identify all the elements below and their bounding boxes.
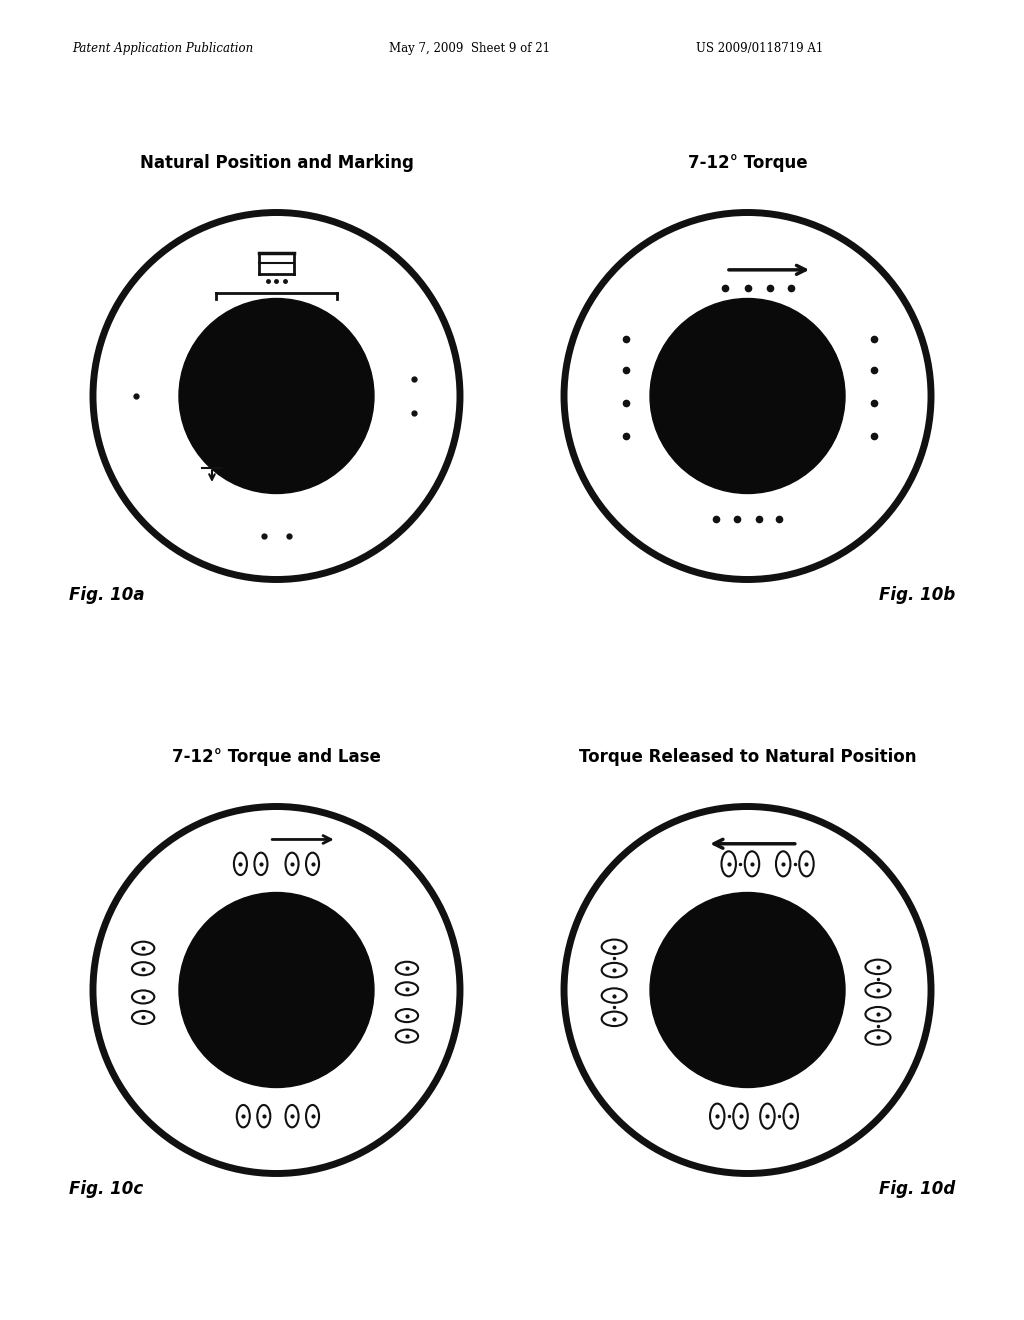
Text: Fig. 10d: Fig. 10d [880, 1180, 955, 1197]
Text: Fig. 10a: Fig. 10a [69, 586, 144, 603]
Circle shape [179, 892, 374, 1088]
Text: Fig. 10c: Fig. 10c [69, 1180, 143, 1197]
Text: Torque Released to Natural Position: Torque Released to Natural Position [579, 748, 916, 767]
Text: 7-12° Torque: 7-12° Torque [688, 154, 807, 173]
Text: May 7, 2009  Sheet 9 of 21: May 7, 2009 Sheet 9 of 21 [389, 42, 550, 55]
Circle shape [650, 892, 845, 1088]
Circle shape [179, 298, 374, 494]
Text: Natural Position and Marking: Natural Position and Marking [139, 154, 414, 173]
Text: Fig. 10b: Fig. 10b [880, 586, 955, 603]
Circle shape [650, 298, 845, 494]
Text: 7-12° Torque and Lase: 7-12° Torque and Lase [172, 748, 381, 767]
Text: US 2009/0118719 A1: US 2009/0118719 A1 [696, 42, 823, 55]
Text: Patent Application Publication: Patent Application Publication [72, 42, 253, 55]
